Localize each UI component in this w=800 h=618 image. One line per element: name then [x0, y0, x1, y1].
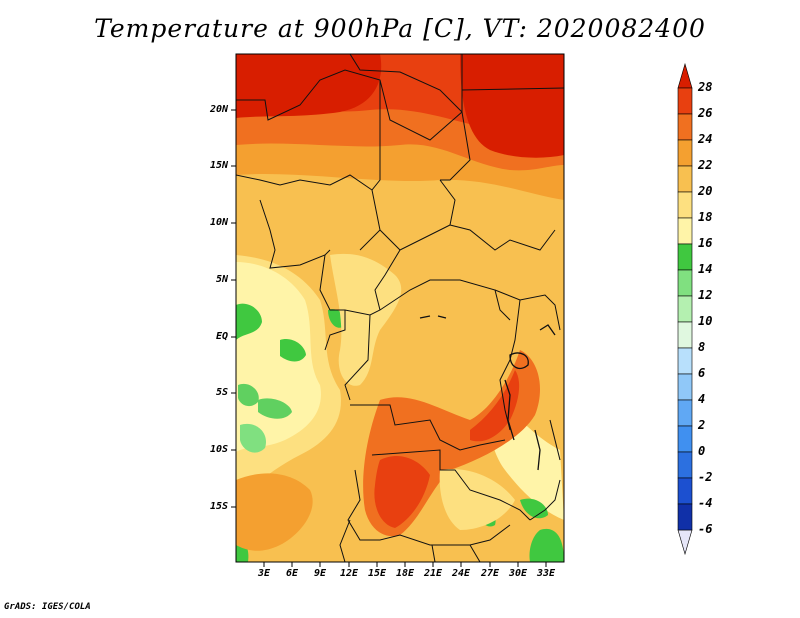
contour-14-patch-4 — [258, 398, 292, 419]
contour-14-patch-1 — [236, 303, 262, 340]
colorbar-tick-label: 28 — [698, 80, 713, 94]
contour-26-south — [374, 455, 430, 528]
colorbar-tick-label: 16 — [698, 236, 713, 250]
colorbar-bin — [677, 191, 693, 219]
colorbar-tick-label: 6 — [698, 366, 706, 380]
colorbar-bin — [677, 87, 693, 115]
temperature-field — [236, 54, 564, 562]
colorbar-bin — [677, 399, 693, 427]
colorbar-bin — [677, 451, 693, 479]
lat-label-5s: 5S — [215, 387, 228, 398]
lake-albert — [539, 324, 556, 336]
contour-14-patch-5 — [240, 423, 266, 453]
colorbar-tick-label: 0 — [698, 444, 706, 458]
contour-26-rift — [470, 370, 520, 442]
lake-tanganyika — [504, 379, 515, 441]
colorbar-bin — [677, 347, 693, 375]
lakes — [419, 315, 556, 471]
colorbar — [677, 62, 693, 556]
colorbar-tick-label: 26 — [698, 106, 713, 120]
lon-label-18e: 18E — [395, 568, 415, 579]
colorbar-bin — [677, 373, 693, 401]
colorbar-bin — [677, 503, 693, 531]
contour-16-ocean — [236, 262, 321, 452]
colorbar-tick-label: 2 — [698, 418, 706, 432]
lon-label-12e: 12E — [339, 568, 359, 579]
colorbar-min-triangle — [677, 529, 693, 556]
footer-credit: GrADS: IGES/COLA — [4, 602, 91, 612]
lon-label-3e: 3E — [257, 568, 271, 579]
lat-label-15n: 15N — [209, 160, 228, 171]
colorbar-tick-label: -6 — [698, 522, 713, 536]
lon-label-30e: 30E — [508, 568, 528, 579]
colorbar-tick-label: 10 — [698, 314, 713, 328]
chart-title: Temperature at 900hPa [C], VT: 202008240… — [94, 14, 706, 43]
river-congo — [419, 315, 447, 319]
colorbar-bin — [677, 269, 693, 297]
colorbar-tick-label: 12 — [698, 288, 713, 302]
lon-label-27e: 27E — [480, 568, 500, 579]
colorbar-tick-label: 14 — [698, 262, 713, 276]
lon-label-9e: 9E — [313, 568, 327, 579]
contour-14-patch-3 — [238, 383, 259, 407]
colorbar-bin — [677, 113, 693, 141]
lake-victoria — [509, 352, 529, 369]
map-frame — [235, 53, 565, 563]
colorbar-tick-label: -2 — [698, 470, 713, 484]
contour-28-north-east — [460, 54, 564, 158]
colorbar-bin — [677, 321, 693, 349]
colorbar-bin — [677, 165, 693, 193]
colorbar-tick-label: -4 — [698, 496, 713, 510]
contour-14-patch-2 — [280, 339, 306, 362]
colorbar-max-triangle — [677, 62, 693, 89]
lat-label-20n: 20N — [209, 104, 228, 115]
country-borders — [236, 54, 564, 562]
colorbar-bin — [677, 139, 693, 167]
lat-ticks — [231, 109, 236, 508]
lon-ticks — [263, 562, 547, 567]
colorbar-bin — [677, 425, 693, 453]
lon-label-21e: 21E — [423, 568, 443, 579]
colorbar-tick-label: 8 — [698, 340, 706, 354]
colorbar-bin — [677, 477, 693, 505]
contour-14-east — [520, 498, 548, 519]
colorbar-bin — [677, 295, 693, 323]
colorbar-tick-label: 18 — [698, 210, 713, 224]
colorbar-tick-label: 22 — [698, 158, 713, 172]
lat-label-15s: 15S — [209, 501, 228, 512]
colorbar-tick-label: 4 — [698, 392, 706, 406]
lat-label-eq: EQ — [215, 331, 228, 342]
lat-label-10n: 10N — [209, 217, 228, 228]
contour-20-central — [330, 253, 402, 386]
colorbar-bin — [677, 243, 693, 271]
lon-label-6e: 6E — [285, 568, 299, 579]
lat-label-5n: 5N — [215, 274, 228, 285]
colorbar-bin — [677, 217, 693, 245]
contour-24-sw — [236, 473, 313, 551]
lon-label-24e: 24E — [451, 568, 471, 579]
lon-label-33e: 33E — [536, 568, 556, 579]
lon-label-15e: 15E — [367, 568, 387, 579]
colorbar-tick-label: 24 — [698, 132, 713, 146]
lake-malawi — [534, 429, 541, 471]
contour-22-se — [439, 469, 515, 530]
lat-label-10s: 10S — [209, 444, 228, 455]
contour-14-east-3 — [529, 528, 564, 562]
colorbar-tick-label: 20 — [698, 184, 713, 198]
